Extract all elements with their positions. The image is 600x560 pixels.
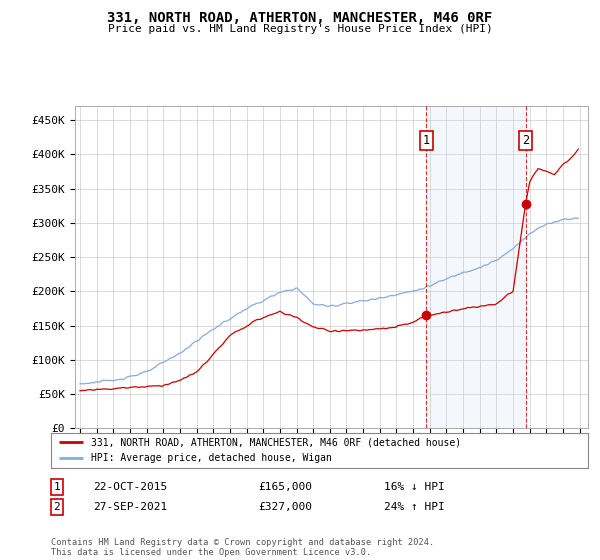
Text: 22-OCT-2015: 22-OCT-2015 [93,482,167,492]
Text: 331, NORTH ROAD, ATHERTON, MANCHESTER, M46 0RF (detached house): 331, NORTH ROAD, ATHERTON, MANCHESTER, M… [91,437,461,447]
Text: 1: 1 [423,134,430,147]
Text: 1: 1 [53,482,61,492]
Text: £327,000: £327,000 [258,502,312,512]
Text: 16% ↓ HPI: 16% ↓ HPI [384,482,445,492]
Text: Price paid vs. HM Land Registry's House Price Index (HPI): Price paid vs. HM Land Registry's House … [107,24,493,34]
Text: Contains HM Land Registry data © Crown copyright and database right 2024.
This d: Contains HM Land Registry data © Crown c… [51,538,434,557]
Text: 2: 2 [53,502,61,512]
Text: 2: 2 [522,134,529,147]
Text: 331, NORTH ROAD, ATHERTON, MANCHESTER, M46 0RF: 331, NORTH ROAD, ATHERTON, MANCHESTER, M… [107,11,493,25]
Bar [427,106,526,428]
Text: 27-SEP-2021: 27-SEP-2021 [93,502,167,512]
Text: HPI: Average price, detached house, Wigan: HPI: Average price, detached house, Wiga… [91,453,332,463]
Text: £165,000: £165,000 [258,482,312,492]
Text: 24% ↑ HPI: 24% ↑ HPI [384,502,445,512]
